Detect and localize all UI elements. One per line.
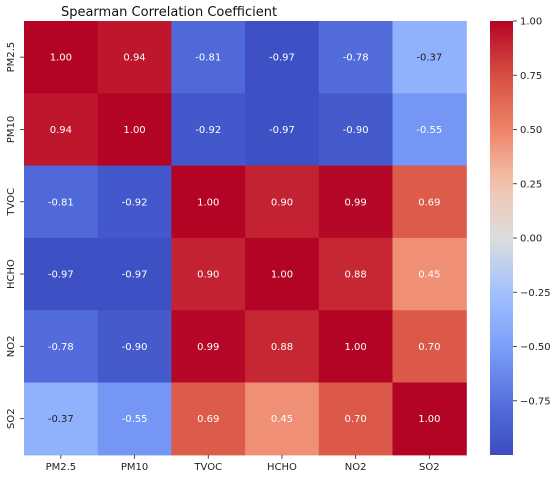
heatmap-cell-1-3	[245, 93, 320, 167]
x-axis-tick-labels: PM2.5 PM10 TVOC HCHO NO2 SO2	[46, 454, 440, 473]
heatmap-cell-4-2	[171, 310, 246, 384]
colorbar-tick-label: −0.50	[520, 342, 550, 353]
y-tick-label: HCHO	[6, 259, 17, 289]
heatmap-cell-3-3	[245, 237, 320, 311]
heatmap-cell-0-4	[318, 21, 394, 94]
heatmap-cell-3-0	[24, 237, 99, 311]
cell-value-label-5-1: -0.55	[122, 414, 148, 425]
x-tick-label: NO2	[345, 462, 367, 473]
cell-value-label-3-4: 0.88	[345, 270, 367, 281]
heatmap-cell-2-2	[171, 165, 246, 239]
y-tick-label: PM2.5	[6, 42, 17, 73]
colorbar-tick-label: 0.00	[520, 234, 542, 245]
cell-value-label-1-1: 1.00	[123, 125, 145, 136]
heatmap-cell-2-3	[245, 165, 320, 239]
cell-value-label-4-4: 1.00	[345, 342, 367, 353]
cell-value-label-1-5: -0.55	[416, 125, 442, 136]
cell-value-label-1-0: 0.94	[50, 125, 72, 136]
y-tick-label: PM10	[6, 116, 17, 143]
colorbar-tick-label: −0.25	[520, 288, 550, 299]
cell-value-label-3-1: -0.97	[122, 270, 148, 281]
x-tick-label: TVOC	[193, 462, 222, 473]
heatmap-cell-3-5	[392, 237, 467, 311]
heatmap-cell-5-1	[97, 382, 172, 456]
heatmap-cell-5-2	[171, 382, 246, 456]
heatmap-cells: 1.00 0.94 -0.81 -0.97 -0.78 -0.37 0.94 1.00 -0.9…	[24, 21, 467, 456]
cell-value-label-5-3: 0.45	[271, 414, 293, 425]
chart-title: Spearman Correlation Coefficient	[61, 5, 277, 20]
x-tick-label: PM2.5	[46, 462, 77, 473]
heatmap-cell-1-0	[24, 93, 99, 167]
cell-value-label-2-1: -0.92	[122, 197, 148, 208]
heatmap-cell-2-1	[97, 165, 172, 239]
cell-value-label-2-2: 1.00	[197, 197, 219, 208]
heatmap-cell-0-3	[245, 21, 320, 94]
heatmap-cell-2-5	[392, 165, 467, 239]
heatmap-cell-5-4	[318, 382, 394, 456]
heatmap-cell-1-1	[97, 93, 172, 167]
heatmap-cell-3-2	[171, 237, 246, 311]
cell-value-label-4-2: 0.99	[197, 342, 219, 353]
y-tick-label: TVOC	[6, 188, 17, 217]
heatmap-cell-0-5	[392, 21, 467, 94]
cell-value-label-3-5: 0.45	[418, 270, 440, 281]
cell-value-label-5-2: 0.69	[197, 414, 219, 425]
cell-value-label-5-0: -0.37	[48, 414, 74, 425]
heatmap-cell-1-4	[318, 93, 394, 167]
y-tick-label: SO2	[6, 408, 17, 429]
heatmap-cell-4-3	[245, 310, 320, 384]
cell-value-label-2-5: 0.69	[418, 197, 440, 208]
heatmap-cell-5-5	[392, 382, 467, 456]
cell-value-label-0-5: -0.37	[416, 53, 442, 64]
colorbar	[490, 21, 513, 455]
colorbar-tick-label: 0.50	[520, 125, 542, 136]
cell-value-label-2-3: 0.90	[271, 197, 293, 208]
colorbar-tick-label: 0.75	[520, 71, 542, 82]
heatmap-cell-2-4	[318, 165, 394, 239]
cell-value-label-1-2: -0.92	[195, 125, 221, 136]
heatmap-cell-0-1	[97, 21, 172, 94]
cell-value-label-0-1: 0.94	[123, 53, 145, 64]
cell-value-label-4-3: 0.88	[271, 342, 293, 353]
y-tick-label: NO2	[6, 335, 17, 357]
colorbar-tick-label: −0.75	[520, 396, 550, 407]
cell-value-label-2-4: 0.99	[345, 197, 367, 208]
heatmap-cell-5-3	[245, 382, 320, 456]
heatmap-cell-3-4	[318, 237, 394, 311]
x-tick-label: SO2	[419, 462, 440, 473]
heatmap-cell-4-0	[24, 310, 99, 384]
cell-value-label-0-4: -0.78	[343, 53, 369, 64]
cell-value-label-3-3: 1.00	[271, 270, 293, 281]
heatmap-cell-0-2	[171, 21, 246, 94]
heatmap-cell-1-2	[171, 93, 246, 167]
y-axis-tick-labels: PM2.5 PM10 TVOC HCHO NO2 SO2	[6, 42, 24, 429]
heatmap-cell-4-4	[318, 310, 394, 384]
cell-value-label-0-0: 1.00	[50, 53, 72, 64]
cell-value-label-4-5: 0.70	[418, 342, 440, 353]
cell-value-label-1-3: -0.97	[269, 125, 295, 136]
cell-value-label-2-0: -0.81	[48, 197, 74, 208]
cell-value-label-5-4: 0.70	[345, 414, 367, 425]
cell-value-label-4-0: -0.78	[48, 342, 74, 353]
heatmap-cell-0-0	[24, 21, 99, 94]
heatmap-cell-2-0	[24, 165, 99, 239]
colorbar-tick-label: 1.00	[520, 17, 542, 28]
heatmap-cell-4-1	[97, 310, 172, 384]
colorbar-tick-label: 0.25	[520, 179, 542, 190]
heatmap-cell-1-5	[392, 93, 467, 167]
cell-value-label-3-0: -0.97	[48, 270, 74, 281]
cell-value-label-5-5: 1.00	[418, 414, 440, 425]
x-tick-label: HCHO	[267, 462, 297, 473]
heatmap-cell-4-5	[392, 310, 467, 384]
cell-value-label-0-3: -0.97	[269, 53, 295, 64]
colorbar-tick-labels: 1.00 0.75 0.50 0.25 0.00 −0.25 −0.50 −0.75	[513, 17, 550, 407]
cell-value-label-1-4: -0.90	[343, 125, 369, 136]
heatmap-cell-3-1	[97, 237, 172, 311]
x-tick-label: PM10	[121, 462, 148, 473]
heatmap-cell-5-0	[24, 382, 99, 456]
cell-value-label-4-1: -0.90	[122, 342, 148, 353]
cell-value-label-0-2: -0.81	[195, 53, 221, 64]
cell-value-label-3-2: 0.90	[197, 270, 219, 281]
